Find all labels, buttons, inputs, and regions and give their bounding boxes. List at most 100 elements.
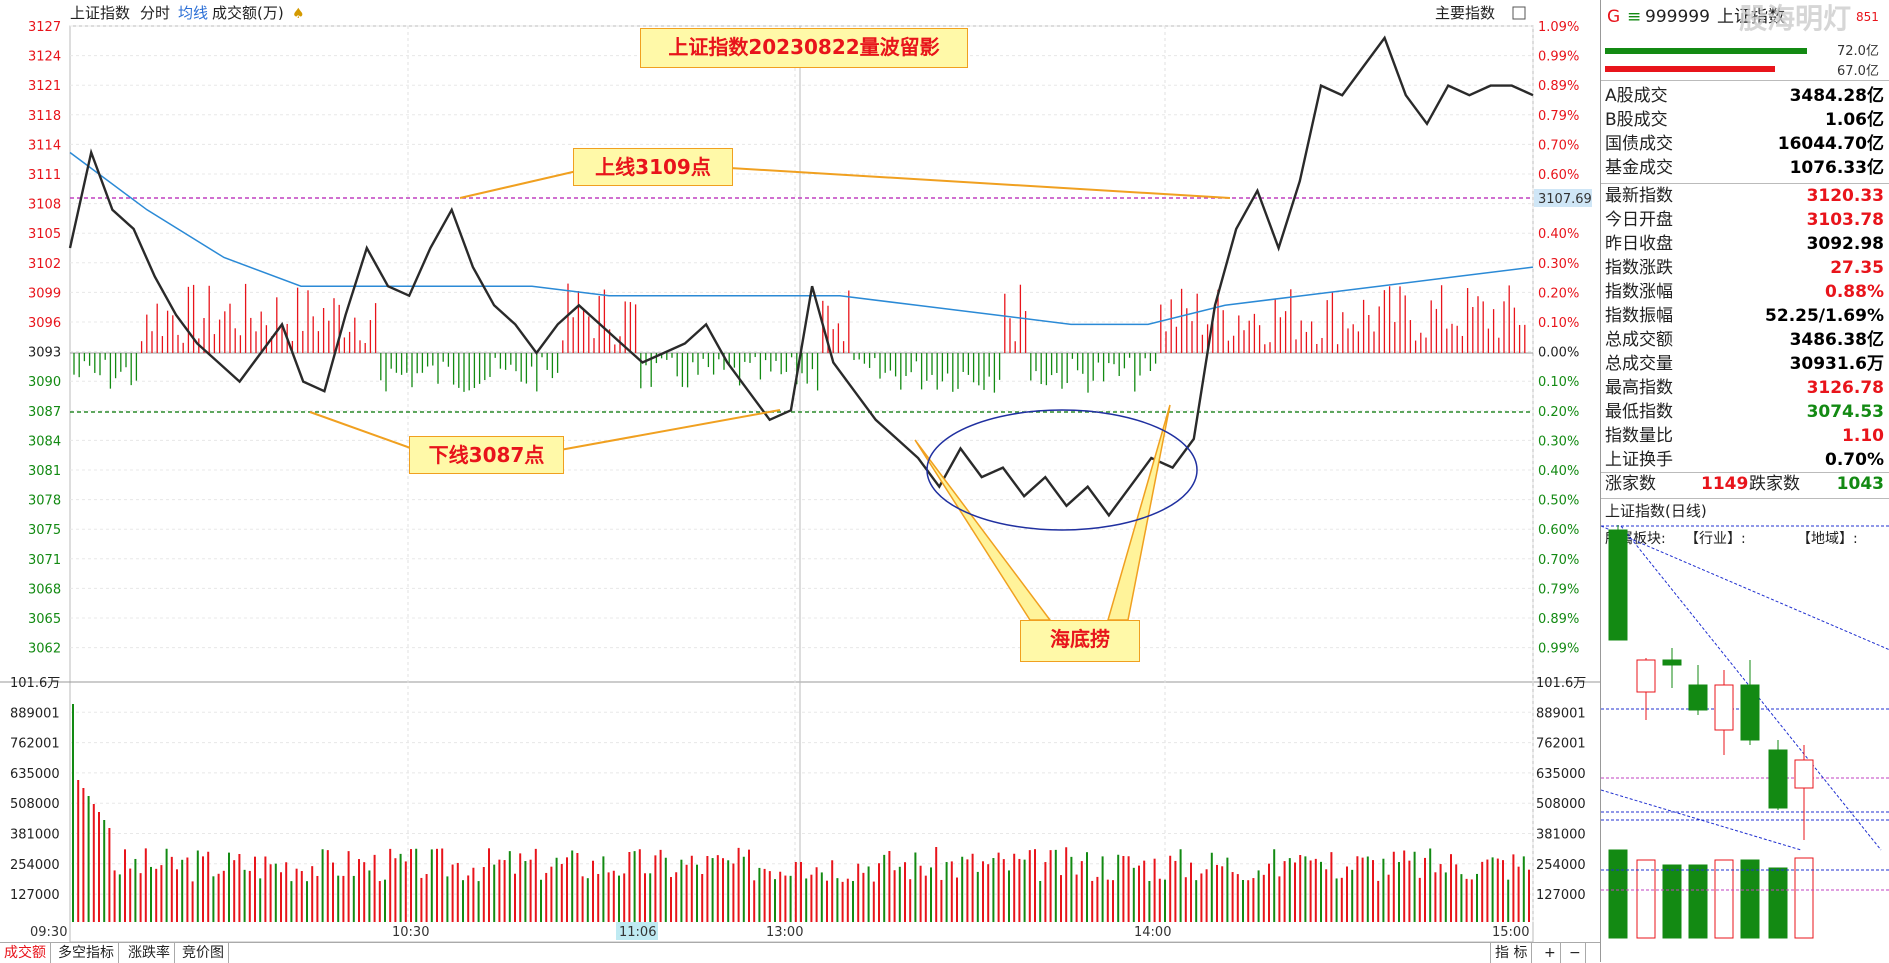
stat-label: 基金成交: [1605, 158, 1673, 178]
stat-row: 最高指数 3126.78: [1601, 376, 1889, 400]
price-tick: 3078: [28, 494, 61, 509]
current-price-marker: [1534, 189, 1592, 207]
zoom-out-button[interactable]: −: [1565, 943, 1586, 963]
kline-volume: [1714, 859, 1734, 939]
percent-tick: 0.50%: [1538, 494, 1579, 509]
kline-candle: [1768, 749, 1788, 809]
volume-tick-right: 635000: [1536, 767, 1586, 782]
up-count: 1149: [1701, 474, 1749, 494]
sea-bottom-wedge-right: [1107, 404, 1171, 621]
stat-row: 上证换手 0.70%: [1601, 448, 1889, 472]
stat-row: 指数涨跌 27.35: [1601, 256, 1889, 280]
stat-row: 指数量比 1.10: [1601, 424, 1889, 448]
strength-bar-green: [1605, 48, 1807, 54]
stat-value: 30931.6万: [1789, 354, 1884, 374]
price-tick: 3102: [28, 257, 61, 272]
stat-label: 最新指数: [1605, 186, 1673, 206]
price-tick: 3062: [28, 642, 61, 657]
time-label: 10:30: [392, 925, 429, 940]
stat-label: 今日开盘: [1605, 210, 1673, 230]
menu-icon[interactable]: ≡: [1627, 7, 1642, 27]
stat-value: 1.10: [1842, 426, 1884, 446]
volume-tick: 254000: [10, 858, 60, 873]
tab-junxian[interactable]: 均线: [178, 4, 208, 22]
volume-tick-right: 889001: [1536, 706, 1586, 721]
percent-tick: 0.79%: [1538, 582, 1579, 597]
stat-label: 国债成交: [1605, 134, 1673, 154]
lower-line-callout: 下线3087点: [409, 436, 564, 474]
tab-rise-fall-rate[interactable]: 涨跌率: [124, 943, 175, 963]
stat-value: 1076.33亿: [1789, 158, 1884, 178]
tab-long-short[interactable]: 多空指标: [54, 943, 119, 963]
percent-tick: 0.99%: [1538, 50, 1579, 65]
percent-tick: 0.30%: [1538, 257, 1579, 272]
stat-label: 最高指数: [1605, 378, 1673, 398]
daily-kline[interactable]: [1601, 520, 1889, 940]
volume-tick: 381000: [10, 828, 60, 843]
sea-bottom-wedge: [914, 439, 1052, 621]
price-tick: 3090: [28, 375, 61, 390]
stat-value: 27.35: [1830, 258, 1884, 278]
kline-volume: [1636, 859, 1656, 939]
tab-fenshi[interactable]: 分时: [140, 4, 170, 22]
volume-axis: 101.6万 101.6万 889001 889001 762001 762001 6350…: [10, 676, 1586, 903]
kline-volume: [1768, 867, 1788, 939]
percent-tick: 0.89%: [1538, 79, 1579, 94]
stat-label: 昨日收盘: [1605, 234, 1673, 254]
percent-tick: 0.30%: [1538, 434, 1579, 449]
stat-value: 3120.33: [1806, 186, 1884, 206]
stat-label: 上证换手: [1605, 450, 1673, 470]
stat-row: B股成交 1.06亿: [1601, 108, 1889, 132]
volume-tick-right: 508000: [1536, 797, 1586, 812]
percent-tick: 0.10%: [1538, 375, 1579, 390]
stat-row: 指数振幅 52.25/1.69%: [1601, 304, 1889, 328]
price-tick: 3108: [28, 198, 61, 213]
bell-icon[interactable]: ♠: [292, 6, 305, 22]
percent-tick: 0.40%: [1538, 227, 1579, 242]
daily-title: 上证指数(日线): [1605, 502, 1707, 520]
g-label[interactable]: G: [1607, 7, 1621, 27]
volume-tick: 889001: [10, 706, 60, 721]
percent-tick: 0.00%: [1538, 346, 1579, 361]
stat-value: 3126.78: [1806, 378, 1884, 398]
indicator-button[interactable]: 指 标: [1490, 943, 1533, 963]
price-tick: 3093: [28, 346, 61, 361]
volume-bars: [72, 704, 1530, 922]
time-cursor-box: [616, 922, 658, 940]
percent-tick: 0.20%: [1538, 286, 1579, 301]
kline-volume: [1662, 864, 1682, 939]
bottom-toolbar: 成交额 多空指标 涨跌率 竞价图 指 标 + −: [0, 942, 1600, 963]
left-price-axis: 3127 3124 3121 3118 3114 3111 3108 3105 3102 3099…: [28, 20, 61, 657]
grid: [70, 25, 1534, 922]
volume-tick-right: 101.6万: [1536, 676, 1586, 691]
stat-value: 3092.98: [1806, 234, 1884, 254]
side-panel: G ≡ 999999 上证指数 851 股海明灯 72.0亿 67.0亿 A股成…: [1600, 0, 1889, 962]
zoom-in-button[interactable]: +: [1540, 943, 1561, 963]
stat-label: 指数量比: [1605, 426, 1673, 446]
tab-turnover[interactable]: 成交额: [0, 943, 51, 963]
price-tick: 3096: [28, 316, 61, 331]
tag-badge: 851: [1856, 10, 1879, 24]
percent-tick: 0.40%: [1538, 464, 1579, 479]
intraday-chart[interactable]: 上证指数 分时 均线 成交额(万) ♠ 主要指数 3127 3124 3121 311…: [0, 0, 1600, 962]
price-tick: 3124: [28, 50, 61, 65]
tab-auction[interactable]: 竞价图: [178, 943, 229, 963]
time-label: 14:00: [1134, 925, 1171, 940]
price-tick: 3087: [28, 405, 61, 420]
stat-value: 0.70%: [1825, 450, 1884, 470]
stat-row: 昨日收盘 3092.98: [1601, 232, 1889, 256]
industry-label: 【行业】:: [1685, 531, 1746, 547]
stat-row: 基金成交 1076.33亿: [1601, 156, 1889, 180]
stat-label: 指数涨跌: [1605, 258, 1673, 278]
breadth-bars: [73, 283, 1526, 393]
price-tick: 3127: [28, 20, 61, 35]
panel-toggle-icon[interactable]: [1512, 6, 1526, 20]
time-label: 09:30: [30, 925, 67, 940]
tab-volume[interactable]: 成交额(万): [212, 4, 284, 22]
volume-tick: 101.6万: [10, 676, 60, 691]
stat-value: 1.06亿: [1825, 110, 1884, 130]
main-index-label[interactable]: 主要指数: [1435, 4, 1495, 22]
kline-volume: [1688, 864, 1708, 939]
percent-tick: 0.89%: [1538, 612, 1579, 627]
sea-bottom-callout: 海底捞: [1020, 620, 1140, 662]
